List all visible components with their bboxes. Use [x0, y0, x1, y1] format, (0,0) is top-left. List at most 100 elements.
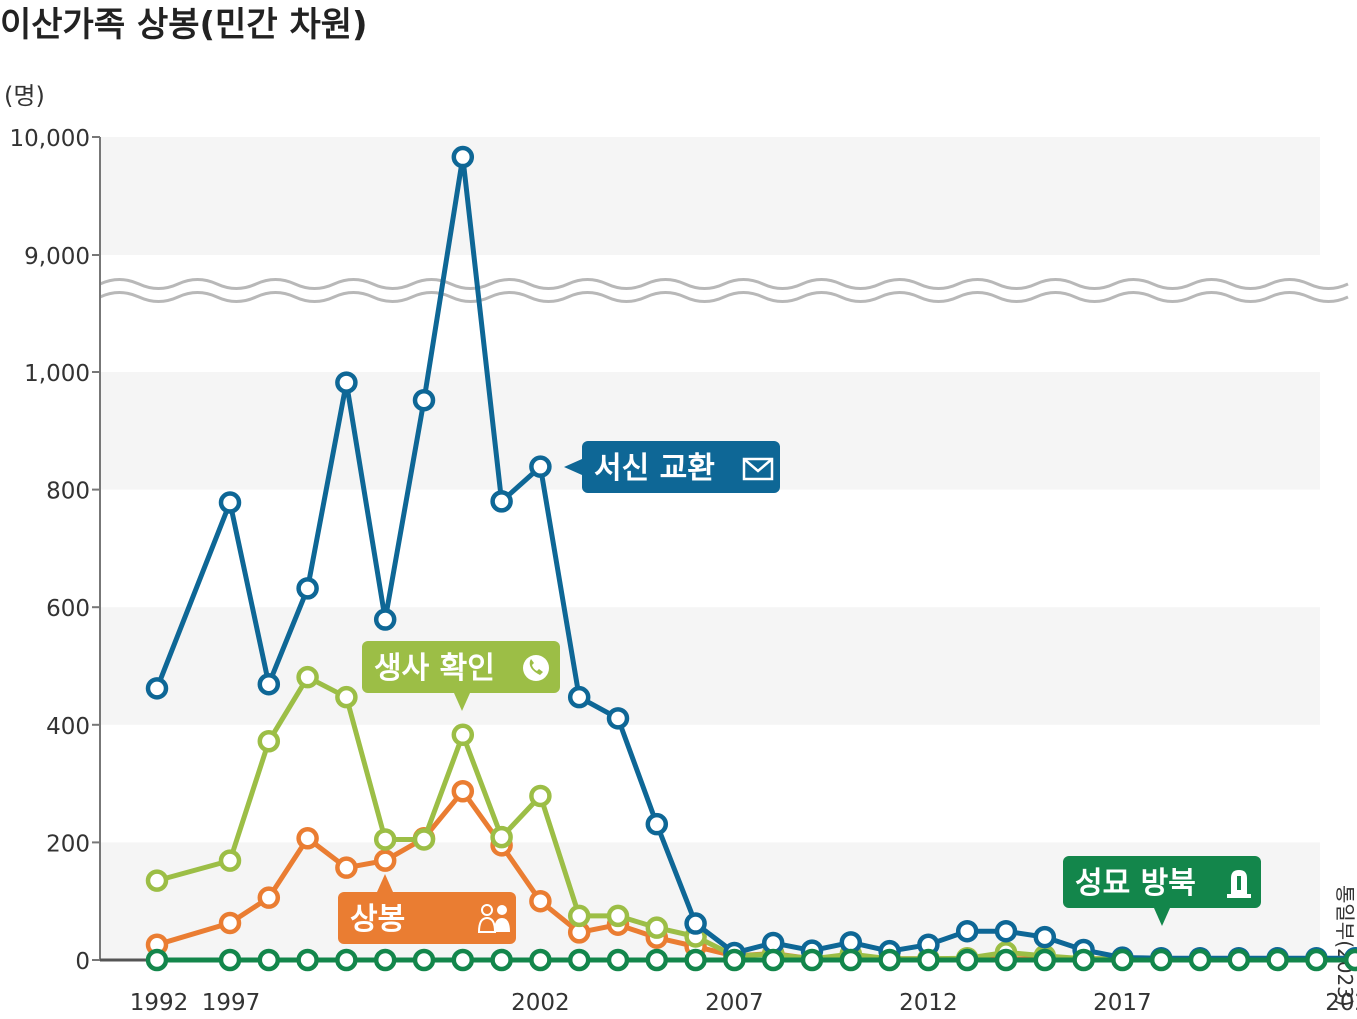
grid-band [100, 137, 1320, 255]
people-icon [477, 904, 510, 933]
data-point [218, 948, 242, 972]
data-point [335, 948, 358, 972]
data-point [296, 948, 319, 972]
data-point [257, 886, 281, 909]
data-point [451, 779, 475, 803]
series-4 [145, 948, 1357, 972]
series-label-box: 성묘 방북 [1063, 856, 1261, 926]
series-label-text: 상봉 [350, 902, 405, 937]
data-point [257, 948, 281, 972]
data-point [567, 904, 591, 928]
series-label-box: 서신 교환 [564, 441, 780, 493]
x-tick-label: 2012 [899, 990, 958, 1016]
data-point [917, 948, 940, 972]
data-point [373, 828, 397, 851]
axis-break [98, 274, 1349, 310]
data-point [1188, 948, 1212, 972]
series-label-box: 상봉 [338, 874, 516, 944]
data-point [761, 948, 785, 972]
data-point [606, 904, 630, 928]
x-tick-label: 2007 [705, 990, 764, 1016]
data-point [567, 948, 591, 972]
data-point [839, 931, 863, 954]
data-point [412, 948, 436, 972]
data-point [684, 912, 707, 935]
label-pointer [377, 874, 393, 892]
y-tick-label: 400 [46, 714, 90, 740]
data-point [490, 490, 513, 513]
chart-title: 이산가족 상봉(민간 차원) [0, 5, 368, 45]
series-label-text: 성묘 방북 [1075, 866, 1196, 901]
y-axis-unit: (명) [4, 82, 45, 110]
data-point [490, 825, 513, 849]
x-tick-label: 1997 [202, 990, 261, 1016]
series-label-text: 서신 교환 [594, 451, 715, 486]
grid-band [100, 607, 1320, 725]
data-point [606, 948, 630, 972]
data-point [994, 919, 1018, 943]
data-point [529, 784, 552, 808]
data-point [606, 707, 630, 730]
y-tick-label: 0 [75, 949, 90, 975]
data-point [490, 948, 513, 972]
data-point [296, 577, 319, 600]
data-point [451, 145, 475, 169]
data-point [839, 948, 863, 972]
data-point [335, 856, 358, 879]
data-point [1305, 948, 1328, 972]
data-point [800, 948, 824, 972]
break-wave [99, 291, 1349, 303]
data-point [145, 948, 169, 972]
label-background [338, 892, 516, 944]
data-point [955, 948, 979, 972]
y-tick-label: 800 [46, 479, 90, 505]
x-tick-label: 2023 [1325, 990, 1357, 1016]
data-point [1111, 948, 1134, 972]
label-pointer [1154, 908, 1170, 926]
label-background [582, 441, 780, 493]
label-background [362, 641, 560, 693]
y-tick-label: 600 [46, 596, 90, 622]
label-pointer [454, 693, 470, 711]
data-point [373, 849, 397, 872]
data-point [878, 948, 901, 972]
series-label-box: 생사 확인 [362, 641, 560, 711]
data-point [335, 371, 358, 394]
data-point [645, 948, 669, 972]
grid-bands [100, 137, 1320, 960]
phone-icon [523, 655, 549, 681]
data-point [684, 948, 707, 972]
data-point [645, 916, 669, 939]
source-note: 통일부(2023) [1333, 885, 1357, 1007]
label-pointer [564, 459, 582, 475]
data-point [1149, 948, 1173, 972]
data-point [412, 828, 436, 851]
data-point [529, 889, 552, 913]
data-point [257, 672, 281, 696]
break-gap [98, 274, 1322, 310]
data-point [218, 491, 242, 514]
data-point [723, 948, 746, 972]
data-point [145, 869, 169, 892]
data-point [373, 608, 397, 631]
envelope-icon [742, 457, 774, 481]
data-point [994, 948, 1018, 972]
data-point [955, 919, 979, 943]
data-point [218, 849, 242, 872]
data-point [1227, 948, 1251, 972]
y-tick-label: 1,000 [24, 361, 90, 387]
x-tick-label: 2017 [1093, 990, 1152, 1016]
y-tick-label: 10,000 [10, 126, 90, 152]
data-point [1072, 948, 1095, 972]
data-point [1343, 948, 1357, 972]
break-wave [99, 278, 1349, 290]
y-tick-label: 200 [46, 831, 90, 857]
label-background [1063, 856, 1261, 908]
tombstone-icon [1227, 870, 1251, 898]
x-tick-label: 2002 [511, 990, 570, 1016]
x-tick-label: 1992 [130, 990, 189, 1016]
data-point [529, 455, 552, 478]
data-point [451, 723, 475, 747]
